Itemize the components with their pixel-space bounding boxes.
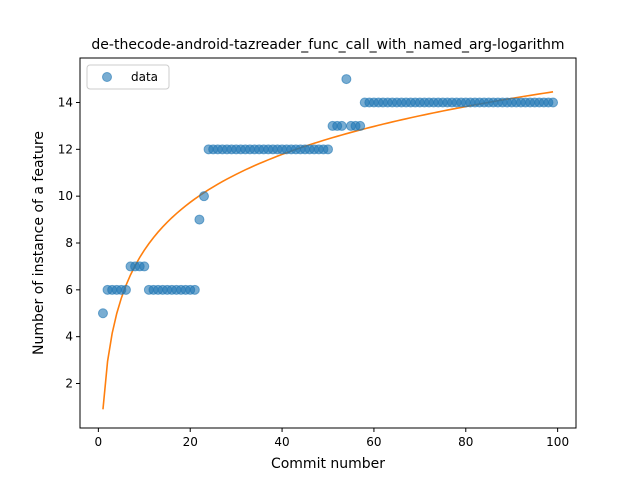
data-point: [337, 121, 346, 130]
y-tick-label: 12: [58, 142, 73, 156]
x-axis-label: Commit number: [271, 456, 385, 472]
data-point: [190, 285, 199, 294]
data-point: [549, 98, 558, 107]
data-point: [356, 121, 365, 130]
y-axis-label: Number of instance of a feature: [31, 131, 47, 355]
legend-marker-data: [103, 73, 112, 82]
legend: data: [87, 65, 169, 89]
data-point: [121, 285, 130, 294]
x-tick-label: 20: [183, 435, 198, 449]
data-point: [98, 309, 107, 318]
y-tick-label: 14: [58, 95, 73, 109]
data-point: [140, 262, 149, 271]
y-tick-label: 10: [58, 189, 73, 203]
data-point: [195, 215, 204, 224]
x-tick-label: 60: [366, 435, 381, 449]
y-tick-label: 4: [65, 330, 73, 344]
data-point: [324, 145, 333, 154]
chart-title: de-thecode-android-tazreader_func_call_w…: [91, 37, 564, 53]
y-tick-label: 2: [65, 377, 73, 391]
x-tick-label: 40: [274, 435, 289, 449]
data-point: [342, 75, 351, 84]
y-tick-label: 6: [65, 283, 73, 297]
x-tick-label: 80: [458, 435, 473, 449]
data-point: [200, 192, 209, 201]
x-tick-label: 100: [546, 435, 569, 449]
legend-label-data: data: [131, 70, 158, 84]
plot-area: [80, 58, 576, 428]
y-tick-label: 8: [65, 236, 73, 250]
x-tick-label: 0: [95, 435, 103, 449]
